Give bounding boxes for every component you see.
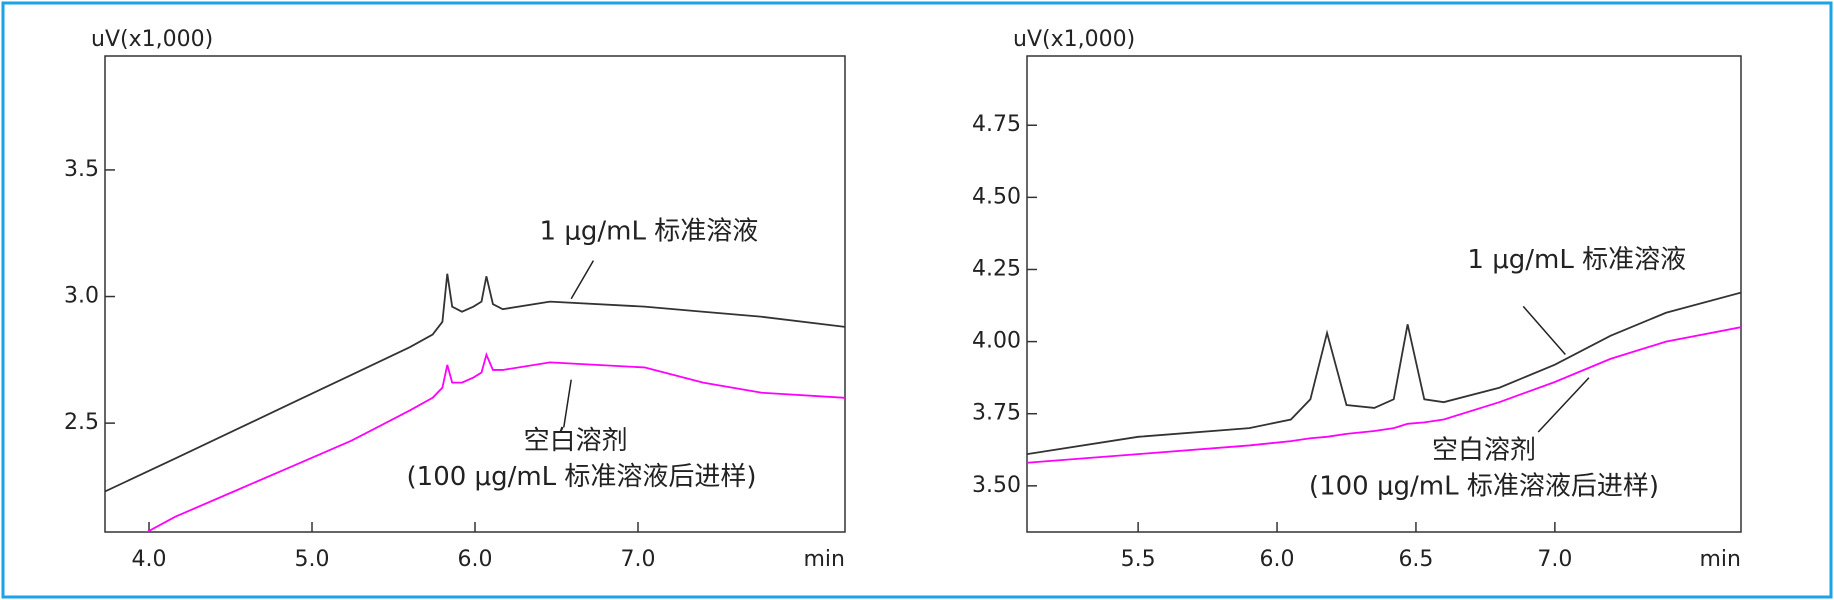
series-label: 空白溶剂 — [1432, 436, 1536, 466]
y-tick-label: 3.5 — [64, 157, 99, 182]
y-tick-label: 2.5 — [64, 410, 99, 435]
x-tick-label: 4.0 — [132, 547, 167, 572]
plot-frame — [104, 55, 846, 533]
leader-line — [563, 379, 572, 428]
y-tick-label: 4.75 — [972, 112, 1021, 137]
x-tick-label: 5.0 — [295, 547, 330, 572]
chart: uV(x1,000) min 4.0 5.0 6.0 7.0 2.5 3.0 3.5 1 μg/m… — [64, 27, 846, 572]
x-tick-label: 6.0 — [1260, 547, 1295, 572]
series-line — [145, 352, 845, 532]
chart: uV(x1,000) min 5.5 6.0 6.5 7.0 3.50 3.75 4.00 4.2… — [972, 27, 1742, 572]
series-label: 1 μg/mL 标准溶液 — [540, 217, 759, 247]
y-axis-label: uV(x1,000) — [1013, 27, 1135, 52]
x-tick-label: 5.5 — [1121, 547, 1156, 572]
y-tick-label: 4.50 — [972, 184, 1021, 209]
series-label: 1 μg/mL 标准溶液 — [1467, 245, 1686, 275]
y-tick-label: 3.75 — [972, 401, 1021, 426]
y-tick-label: 3.50 — [972, 473, 1021, 498]
y-tick-label: 3.0 — [64, 284, 99, 309]
leader-line — [1537, 377, 1590, 433]
x-axis-label: min — [1700, 547, 1742, 572]
leader-line — [1522, 305, 1566, 355]
x-tick-label: 7.0 — [620, 547, 655, 572]
y-tick-label: 4.25 — [972, 256, 1021, 281]
x-tick-label: 6.0 — [458, 547, 493, 572]
y-tick-label: 4.00 — [972, 329, 1021, 354]
series-line — [1027, 291, 1741, 455]
series-line — [105, 273, 845, 493]
plot-frame — [1026, 55, 1742, 533]
series-label: 空白溶剂 — [524, 426, 628, 456]
x-axis-label: min — [804, 547, 846, 572]
leader-line — [570, 260, 595, 300]
series-line — [1027, 326, 1741, 464]
y-axis-label: uV(x1,000) — [91, 27, 213, 52]
x-tick-label: 7.0 — [1537, 547, 1572, 572]
series-note: (100 μg/mL 标准溶液后进样) — [407, 462, 757, 492]
x-tick-label: 6.5 — [1398, 547, 1433, 572]
series-note: (100 μg/mL 标准溶液后进样) — [1309, 471, 1659, 501]
